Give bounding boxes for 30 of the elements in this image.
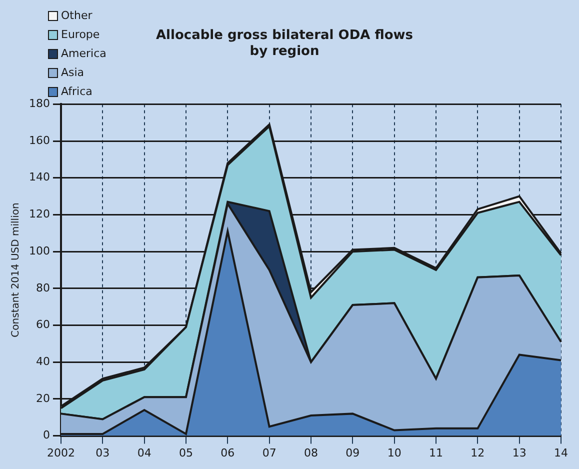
x-tick-label: 05 [178,446,193,460]
y-tick-label: 180 [28,97,50,110]
x-tick-label: 14 [554,446,568,460]
y-tick-label: 80 [36,281,50,294]
y-axis-title: Constant 2014 USD million [10,202,22,338]
y-tick-label: 0 [42,428,50,442]
x-tick-label: 08 [304,446,318,460]
legend-label: Africa [61,84,92,100]
y-tick-label: 140 [28,170,50,184]
y-tick-label: 120 [28,208,50,221]
x-tick-label: 12 [470,446,485,460]
x-tick-label: 06 [220,446,235,460]
y-tick-label: 60 [36,318,50,332]
y-tick-label: 40 [36,354,50,368]
y-tick-label: 100 [28,244,50,258]
y-tick-label: 20 [36,392,50,405]
x-tick-label: 11 [429,446,443,460]
x-tick-label: 13 [512,446,526,460]
chart-title: Allocable gross bilateral ODA flows by region [156,28,414,59]
legend-label: Other [61,8,92,24]
x-tick-label: 2002 [46,446,75,460]
x-tick-label: 10 [387,446,402,460]
x-tick-label: 04 [137,446,152,460]
y-tick-label: 160 [28,134,50,147]
x-tick-label: 03 [96,446,110,460]
x-tick-label: 07 [262,446,276,460]
legend-label: Europe [61,27,100,43]
legend-label: America [61,46,106,62]
x-tick-label: 09 [346,446,360,460]
legend-label: Asia [61,65,84,81]
